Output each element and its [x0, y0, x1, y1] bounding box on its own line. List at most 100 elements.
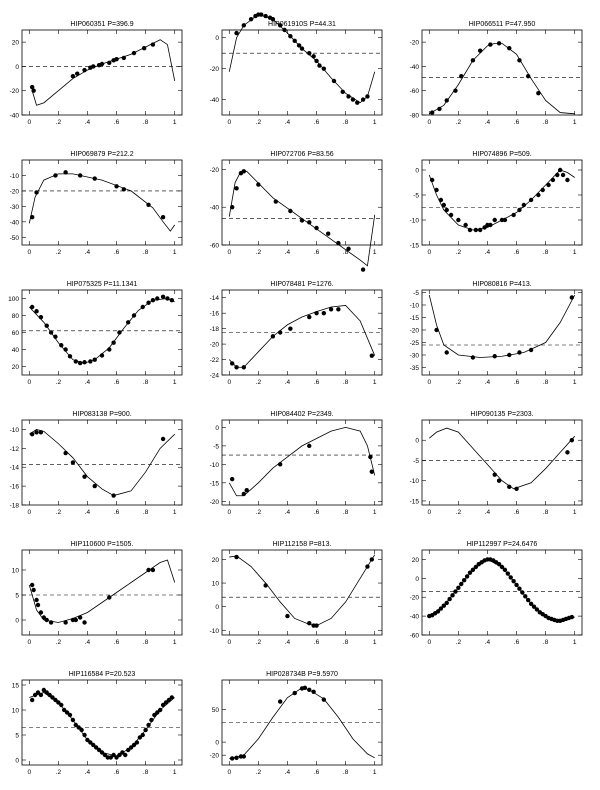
y-tick-label: 5 [15, 593, 19, 600]
data-point [152, 712, 157, 718]
data-point [434, 187, 439, 193]
data-point [467, 570, 473, 575]
y-tick-label: 80 [12, 313, 20, 320]
panel-title: HIP083138 P=900. [72, 411, 131, 418]
x-tick-label: .4 [85, 639, 91, 646]
data-point [488, 42, 493, 47]
y-tick-label: -15 [410, 498, 420, 505]
y-tick-label: 0 [215, 425, 219, 432]
data-point [528, 347, 534, 353]
data-point [229, 205, 235, 210]
data-point [93, 745, 99, 750]
x-tick-label: .6 [114, 509, 120, 516]
data-point [114, 184, 119, 189]
x-tick-label: 1 [373, 379, 377, 386]
x-tick-label: .8 [143, 119, 149, 126]
x-tick-label: .8 [143, 639, 149, 646]
data-point [523, 594, 528, 599]
data-point [514, 582, 519, 588]
data-point [350, 97, 356, 102]
data-point [234, 554, 239, 560]
data-point [514, 486, 519, 492]
data-point [59, 702, 64, 708]
data-point [492, 354, 497, 359]
plot-frame [221, 29, 383, 116]
y-tick-label: 0 [415, 576, 419, 583]
data-point [241, 169, 247, 174]
data-point [76, 725, 81, 730]
x-tick-label: .4 [485, 119, 491, 126]
panel-title: HIP078481 P=1276. [270, 281, 333, 288]
panel-title: HIP069879 P=212.2 [70, 151, 133, 158]
data-point [311, 689, 316, 694]
y-tick-label: -25 [410, 340, 420, 347]
y-tick-label: -50 [10, 235, 20, 242]
y-tick-label: -20 [410, 595, 420, 602]
x-tick-label: 1 [173, 119, 177, 126]
data-point [169, 298, 175, 303]
plot-frame [21, 159, 183, 246]
x-tick-label: .6 [314, 119, 320, 126]
data-point [277, 462, 283, 467]
data-point [296, 43, 302, 48]
x-tick-label: 0 [427, 119, 431, 126]
data-point [29, 697, 35, 703]
y-tick-label: -18 [210, 326, 220, 333]
data-point [336, 307, 341, 312]
y-tick-label: -20 [410, 40, 420, 47]
data-point [77, 173, 83, 178]
data-point [565, 450, 570, 455]
y-tick-label: -14 [210, 295, 220, 302]
x-tick-label: 1 [373, 509, 377, 516]
y-tick-label: 5 [15, 733, 19, 740]
data-point [88, 740, 93, 745]
y-tick-label: -24 [210, 373, 220, 380]
fit-curve [228, 426, 376, 497]
data-point [234, 186, 239, 191]
data-point [569, 438, 575, 443]
panel-4: HIP069879 P=212.2 -50 -40 -30 -20 -10 0 .2 .4 .6.… [10, 151, 183, 256]
data-point [143, 727, 148, 733]
data-point [505, 571, 511, 576]
data-point [340, 89, 345, 95]
data-point [29, 304, 35, 310]
panel-8: HIP078481 P=1276. -24 -22 -20 -18 -16 -14 0 .2 .4… [210, 281, 383, 386]
x-tick-label: .8 [543, 509, 549, 516]
y-tick-label: -10 [10, 173, 20, 180]
data-point [92, 176, 97, 181]
panel-title: HIP080816 P=413. [472, 281, 531, 288]
x-tick-label: 0 [427, 639, 431, 646]
data-point [546, 182, 551, 188]
data-point [91, 742, 96, 748]
data-point [82, 67, 87, 73]
x-tick-label: .4 [285, 509, 291, 516]
data-point [73, 617, 79, 623]
data-point [53, 697, 58, 703]
fit-curve [229, 687, 375, 759]
panel-title: HIP116584 P=20.523 [69, 671, 136, 678]
data-point [41, 687, 47, 693]
data-point [321, 66, 327, 71]
y-tick-label: 20 [412, 557, 420, 564]
data-point [346, 94, 351, 99]
y-tick-label: -40 [10, 113, 20, 120]
data-point [477, 227, 483, 233]
data-point [496, 561, 502, 567]
data-point [450, 593, 455, 598]
data-point [82, 732, 87, 738]
data-point [44, 690, 49, 695]
data-point [99, 353, 105, 358]
x-tick-label: 0 [27, 119, 31, 126]
y-tick-label: 10 [12, 708, 20, 715]
plot-frame [421, 289, 583, 376]
data-point [517, 58, 522, 63]
data-point [73, 359, 79, 364]
data-point [307, 220, 312, 225]
data-point [277, 23, 283, 28]
data-point [29, 214, 35, 220]
data-point [234, 755, 239, 761]
y-tick-label: -40 [410, 614, 420, 621]
y-tick-label: -20 [10, 88, 20, 95]
data-point [48, 330, 54, 335]
y-tick-label: -10 [210, 628, 220, 635]
